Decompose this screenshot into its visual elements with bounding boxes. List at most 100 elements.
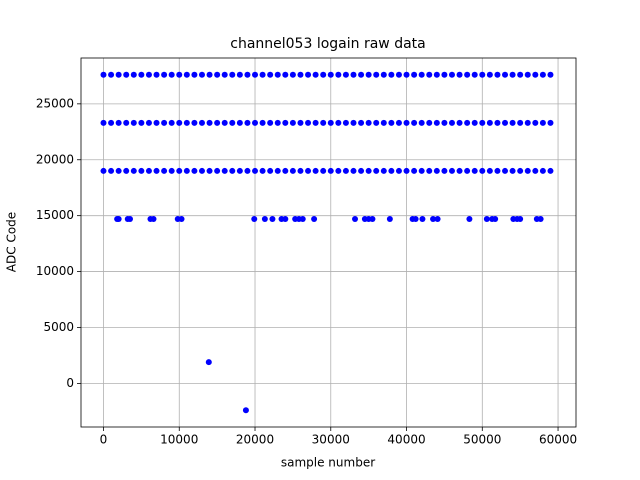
point [365,71,372,78]
point [305,71,312,78]
point [395,71,402,78]
point [547,119,554,126]
grid [81,58,576,427]
point [358,119,365,126]
point [464,119,471,126]
point [214,119,221,126]
point [252,119,259,126]
point [369,216,376,223]
point [138,119,145,126]
point [327,119,334,126]
point [433,167,440,174]
x-tick-label: 40000 [387,433,425,447]
point [411,167,418,174]
point [130,71,137,78]
point [517,216,524,223]
point [289,71,296,78]
point [464,167,471,174]
point [259,71,266,78]
point [471,119,478,126]
y-tick-label: 10000 [36,264,74,278]
point [350,119,357,126]
point [388,167,395,174]
point [350,167,357,174]
point [229,119,236,126]
point [426,71,433,78]
point [176,167,183,174]
point [138,167,145,174]
point [456,71,463,78]
point [299,216,306,223]
point [236,167,243,174]
point [448,71,455,78]
point [412,216,419,223]
point [100,167,107,174]
point [244,71,251,78]
point [311,216,318,223]
point [267,119,274,126]
point [502,119,509,126]
point [517,71,524,78]
point [198,167,205,174]
point [267,71,274,78]
point [358,71,365,78]
point [456,119,463,126]
point [161,71,168,78]
point [327,71,334,78]
point [115,71,122,78]
point [342,71,349,78]
y-tick-label: 25000 [36,96,74,110]
point [483,216,490,223]
point [236,71,243,78]
point [547,167,554,174]
point [252,167,259,174]
plot-frame [80,57,577,428]
point [274,71,281,78]
point [145,119,152,126]
point [150,216,157,223]
point [282,71,289,78]
point [176,71,183,78]
y-tick-label: 20000 [36,152,74,166]
point [145,167,152,174]
point [206,71,213,78]
point [252,71,259,78]
point [312,119,319,126]
point [289,167,296,174]
point [123,167,130,174]
point [214,71,221,78]
point [466,216,473,223]
x-tick-label: 50000 [463,433,501,447]
point [108,119,115,126]
chart-title: channel053 logain raw data [230,36,425,52]
point [183,71,190,78]
point [153,167,160,174]
point [418,71,425,78]
point [524,119,531,126]
point [352,216,359,223]
point [138,71,145,78]
point [168,167,175,174]
point [517,119,524,126]
point [297,119,304,126]
point [305,119,312,126]
point [547,71,554,78]
point [441,167,448,174]
point [494,71,501,78]
y-tick-label: 0 [66,376,74,390]
point [532,167,539,174]
point [418,119,425,126]
point [259,119,266,126]
point [494,167,501,174]
point [130,119,137,126]
x-axis-label: sample number [281,456,375,470]
point [433,71,440,78]
points [100,71,554,414]
point [386,216,393,223]
point [305,167,312,174]
point [403,71,410,78]
point [479,119,486,126]
point [388,71,395,78]
point [168,71,175,78]
